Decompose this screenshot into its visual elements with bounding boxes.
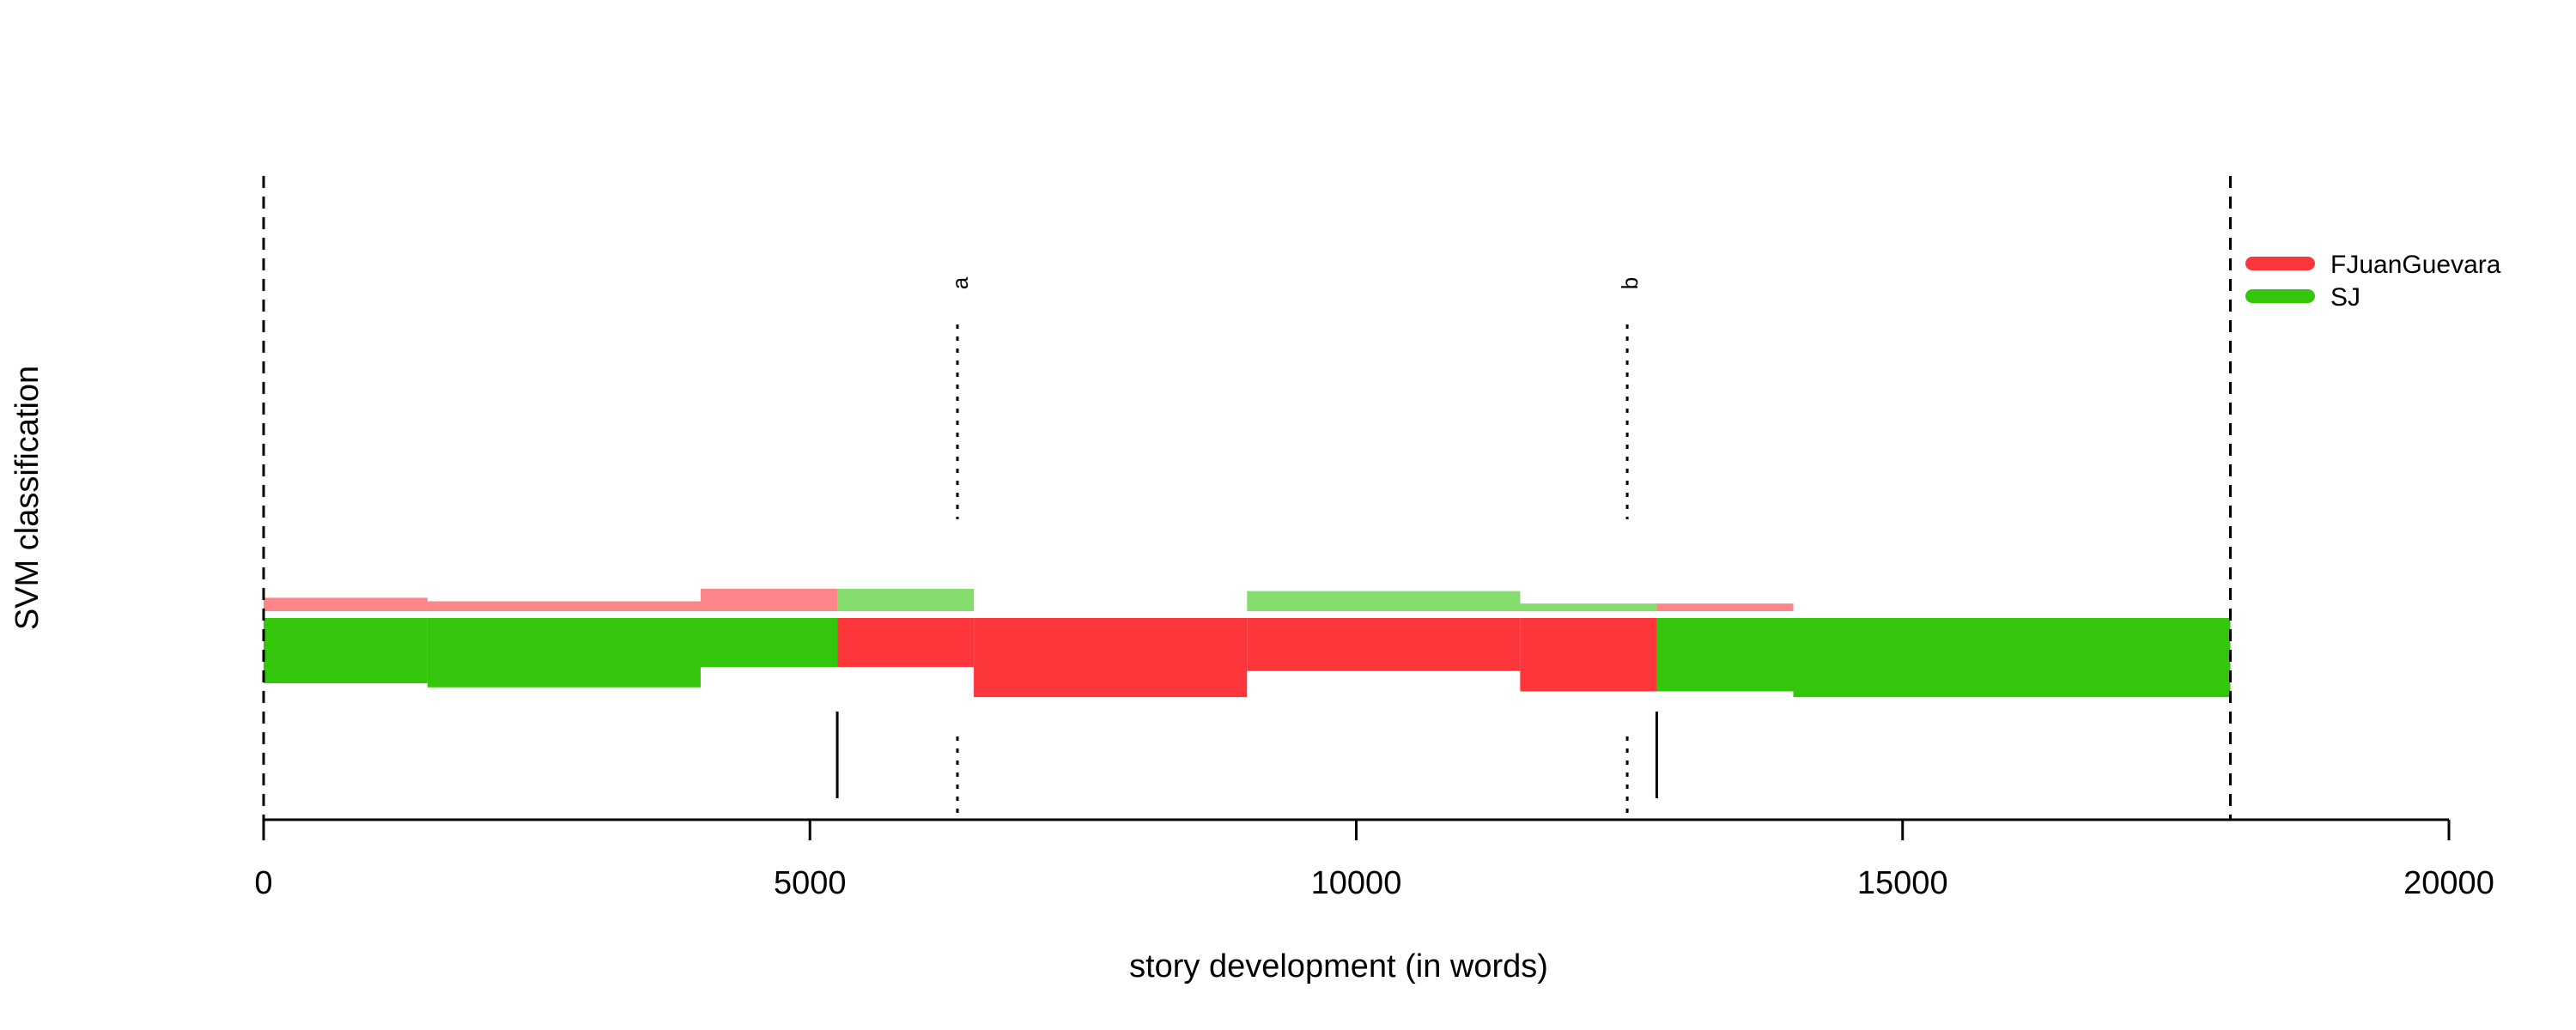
legend: FJuanGuevara SJ — [2245, 251, 2501, 312]
segment-bar-8 — [1656, 618, 1794, 692]
x-tick-label-15000: 15000 — [1857, 865, 1948, 901]
segments-layer — [264, 589, 2231, 698]
runner-up-bar-4 — [837, 589, 975, 611]
x-tick-label-10000: 10000 — [1311, 865, 1402, 901]
legend-label-1: FJuanGuevara — [2330, 251, 2501, 279]
runner-up-bar-2 — [427, 601, 701, 611]
x-tick-label-0: 0 — [254, 865, 272, 901]
runner-up-bar-6 — [1247, 591, 1521, 611]
segment-bar-9 — [1793, 618, 2231, 698]
segment-bar-3 — [701, 618, 838, 667]
x-axis: 0 5000 10000 15000 20000 — [254, 818, 2494, 901]
segment-bar-4 — [837, 618, 975, 667]
x-tick-label-20000: 20000 — [2403, 865, 2494, 901]
segment-bar-2 — [427, 618, 701, 688]
y-axis-label: SVM classification — [9, 366, 46, 630]
segment-bar-6 — [1247, 618, 1521, 671]
legend-label-2: SJ — [2330, 283, 2360, 312]
segment-bar-5 — [974, 618, 1248, 698]
runner-up-bar-7 — [1520, 603, 1657, 611]
annotation-label-a: a — [947, 276, 973, 289]
runner-up-bar-3 — [701, 589, 838, 611]
runner-up-bar-1 — [264, 597, 428, 611]
runner-up-bar-8 — [1656, 603, 1794, 611]
segment-bar-7 — [1520, 618, 1657, 692]
segment-bar-1 — [264, 618, 428, 683]
annotation-label-b: b — [1617, 277, 1643, 289]
x-axis-label: story development (in words) — [1129, 948, 1548, 985]
x-tick-label-5000: 5000 — [774, 865, 847, 901]
